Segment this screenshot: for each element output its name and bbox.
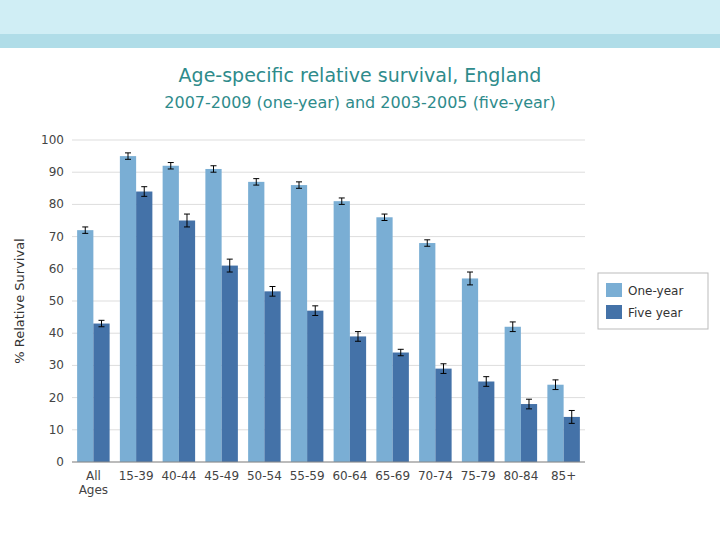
- y-tick-label: 10: [49, 423, 64, 437]
- x-tick-label: 45-49: [204, 469, 239, 483]
- bar: [93, 324, 109, 462]
- error-bar: [296, 182, 302, 188]
- x-tick-label: 55-59: [290, 469, 325, 483]
- x-tick-label-line: 75-79: [461, 469, 496, 483]
- y-tick-label: 30: [49, 358, 64, 372]
- x-tick-label: AllAges: [79, 469, 108, 497]
- grid-line: [72, 140, 585, 141]
- x-tick-label-line: All: [86, 469, 101, 483]
- x-tick-label: 80-84: [503, 469, 538, 483]
- grid-line: [72, 172, 585, 173]
- legend-label: Five year: [628, 306, 683, 320]
- bar: [77, 230, 93, 462]
- x-tick-label: 50-54: [247, 469, 282, 483]
- y-tick-label: 0: [56, 455, 64, 469]
- bar: [478, 382, 494, 463]
- bar: [547, 385, 563, 462]
- error-bar: [398, 349, 404, 355]
- error-bar: [227, 259, 233, 272]
- bar: [521, 404, 537, 462]
- error-bar: [253, 179, 259, 185]
- error-bar: [382, 214, 388, 220]
- error-bar: [312, 306, 318, 316]
- header-band: [0, 0, 720, 34]
- bar: [179, 221, 195, 463]
- x-axis-line: [72, 462, 585, 463]
- bar: [307, 311, 323, 462]
- subtitle: 2007-2009 (one-year) and 2003-2005 (five…: [164, 93, 555, 112]
- legend-swatch: [606, 305, 622, 319]
- error-bar: [569, 410, 575, 423]
- bar: [205, 169, 221, 462]
- x-tick-label-line: 45-49: [204, 469, 239, 483]
- x-tick-label-line: 15-39: [119, 469, 154, 483]
- bar: [334, 201, 350, 462]
- bars: [77, 153, 580, 462]
- bar: [264, 291, 280, 462]
- bar: [222, 266, 238, 462]
- bar: [419, 243, 435, 462]
- y-axis-label: % Relative Survival: [12, 238, 27, 363]
- title: Age-specific relative survival, England: [179, 64, 542, 86]
- x-tick-label-line: 65-69: [375, 469, 410, 483]
- bar: [163, 166, 179, 462]
- error-bar: [98, 320, 104, 326]
- x-tick-label: 85+: [551, 469, 576, 483]
- error-bar: [440, 364, 446, 374]
- error-bar: [510, 322, 516, 332]
- error-bar: [355, 332, 361, 342]
- header-band: [0, 34, 720, 48]
- x-tick-label: 75-79: [461, 469, 496, 483]
- error-bar: [467, 272, 473, 285]
- y-tick-label: 50: [49, 294, 64, 308]
- error-bar: [339, 198, 345, 204]
- error-bar: [168, 163, 174, 169]
- error-bar: [553, 380, 559, 390]
- grid-line: [72, 462, 585, 463]
- error-bar: [424, 240, 430, 246]
- error-bar: [82, 227, 88, 233]
- bar: [291, 185, 307, 462]
- x-tick-label-line: 55-59: [290, 469, 325, 483]
- x-tick-label-line: Ages: [79, 483, 108, 497]
- legend-frame: [598, 273, 708, 329]
- error-bar: [526, 399, 532, 409]
- error-bar: [184, 214, 190, 227]
- x-tick-label: 65-69: [375, 469, 410, 483]
- y-tick-label: 70: [49, 230, 64, 244]
- x-tick-label: 70-74: [418, 469, 453, 483]
- y-tick-label: 80: [49, 197, 64, 211]
- bar: [120, 156, 136, 462]
- y-tick-label: 100: [41, 133, 64, 147]
- bar: [462, 278, 478, 462]
- error-bar: [125, 153, 131, 159]
- x-tick-label-line: 85+: [551, 469, 576, 483]
- error-bar: [269, 287, 275, 297]
- bar: [435, 369, 451, 462]
- legend-label: One-year: [628, 284, 683, 298]
- bar: [393, 353, 409, 462]
- error-bar: [211, 166, 217, 172]
- bar: [136, 192, 152, 462]
- bar: [505, 327, 521, 462]
- error-bar: [141, 187, 147, 197]
- x-tick-label-line: 40-44: [161, 469, 196, 483]
- x-tick-label: 40-44: [161, 469, 196, 483]
- legend: One-year Five year: [598, 273, 708, 329]
- y-tick-label: 40: [49, 326, 64, 340]
- x-tick-label-line: 70-74: [418, 469, 453, 483]
- x-tick-label-line: 60-64: [332, 469, 367, 483]
- x-tick-label: 60-64: [332, 469, 367, 483]
- legend-swatch: [606, 283, 622, 297]
- x-tick-label: 15-39: [119, 469, 154, 483]
- x-tick-label-line: 50-54: [247, 469, 282, 483]
- bar: [350, 336, 366, 462]
- x-tick-label-line: 80-84: [503, 469, 538, 483]
- bar: [248, 182, 264, 462]
- y-tick-label: 90: [49, 165, 64, 179]
- error-bar: [483, 377, 489, 387]
- bar: [376, 217, 392, 462]
- y-tick-label: 20: [49, 391, 64, 405]
- y-tick-label: 60: [49, 262, 64, 276]
